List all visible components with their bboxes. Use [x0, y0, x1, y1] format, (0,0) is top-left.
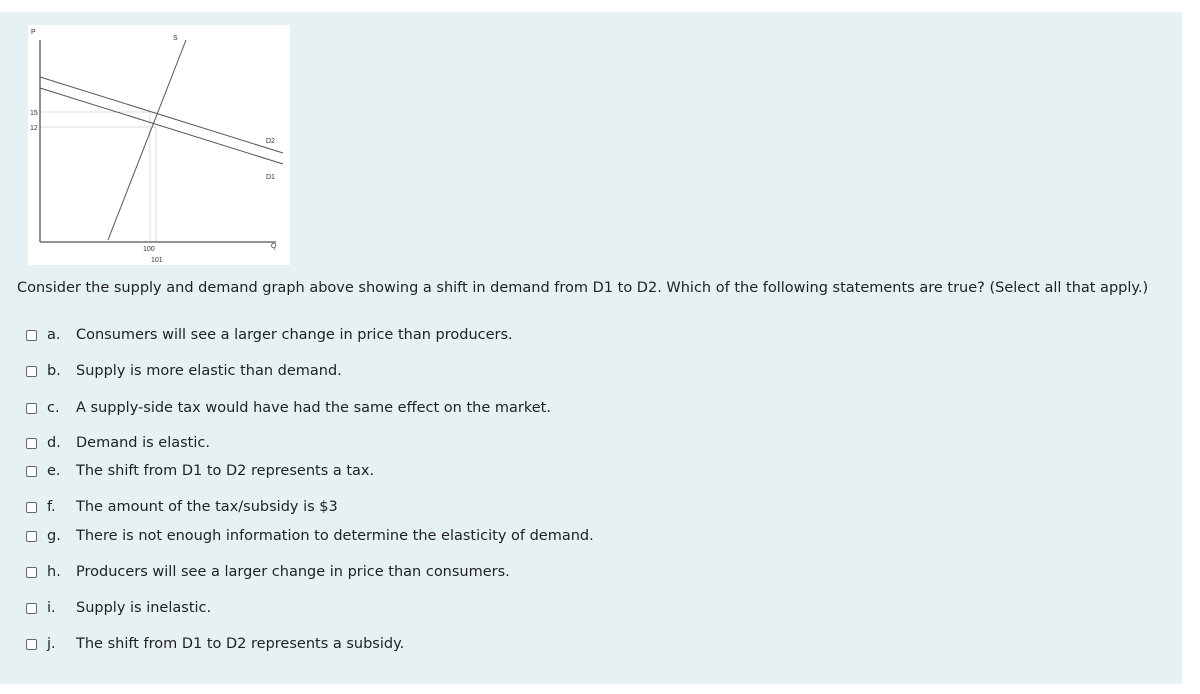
option-letter: b.	[47, 363, 61, 379]
label: 15	[30, 110, 38, 117]
option-text: Supply is inelastic.	[76, 600, 212, 616]
option-letter: g.	[47, 528, 61, 544]
option-letter: i.	[47, 600, 56, 616]
option-text: Producers will see a larger change in pr…	[76, 564, 510, 580]
checkbox[interactable]	[26, 366, 37, 377]
question: Consider the supply and demand graph abo…	[17, 280, 1149, 296]
option-text: The shift from D1 to D2 represents a sub…	[76, 636, 405, 652]
label: Q	[271, 243, 277, 250]
checkbox[interactable]	[26, 531, 37, 542]
option-text: The shift from D1 to D2 represents a tax…	[76, 463, 375, 479]
option-text: There is not enough information to deter…	[76, 528, 594, 544]
label: 100	[143, 246, 155, 253]
checkbox[interactable]	[26, 502, 37, 513]
option-letter: f.	[47, 499, 56, 515]
checkbox[interactable]	[26, 330, 37, 341]
option-text: A supply-side tax would have had the sam…	[76, 400, 551, 416]
option-letter: c.	[47, 400, 60, 416]
checkbox[interactable]	[26, 639, 37, 650]
checkbox[interactable]	[26, 438, 37, 449]
label: D2	[266, 138, 275, 145]
option-text: Demand is elastic.	[76, 435, 210, 451]
label: D1	[266, 174, 275, 181]
checkbox[interactable]	[26, 403, 37, 414]
checkbox[interactable]	[26, 603, 37, 614]
label: 12	[30, 125, 38, 132]
option-text: Consumers will see a larger change in pr…	[76, 327, 513, 343]
option-letter: a.	[47, 327, 61, 343]
option-letter: e.	[47, 463, 61, 479]
label: 101	[151, 257, 163, 264]
checkbox[interactable]	[26, 466, 37, 477]
option-text: Supply is more elastic than demand.	[76, 363, 342, 379]
checkbox[interactable]	[26, 567, 37, 578]
graph-image: P S 15 12 D2 D1 100 101 Q	[28, 25, 290, 265]
option-letter: j.	[47, 636, 56, 652]
label: P	[31, 29, 36, 36]
option-letter: h.	[47, 564, 61, 580]
label: S	[173, 35, 178, 42]
option-text: The amount of the tax/subsidy is $3	[76, 499, 338, 515]
option-letter: d.	[47, 435, 61, 451]
